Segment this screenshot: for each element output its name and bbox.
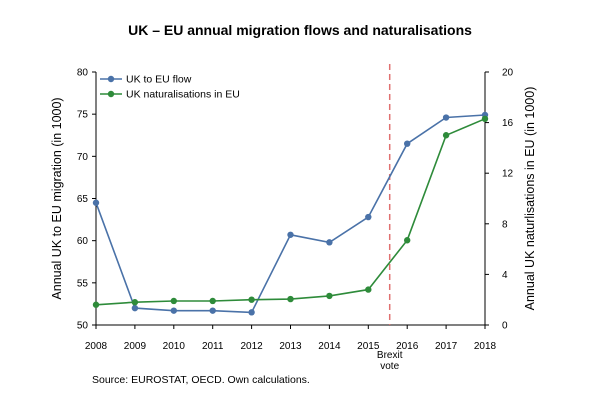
data-point-uk-to-eu-flow [92, 199, 100, 206]
data-point-uk-to-eu-flow [326, 239, 333, 246]
y-left-tick-label: 60 [77, 236, 89, 247]
data-point-uk-to-eu-flow [287, 231, 294, 238]
y-right-tick-label: 16 [502, 118, 514, 129]
data-point-uk-to-eu-flow [131, 304, 139, 312]
data-point-uk-to-eu-flow [404, 140, 411, 147]
x-tick-label: 2017 [435, 341, 458, 352]
x-tick-label: 2009 [124, 341, 147, 352]
legend-swatch-marker [107, 75, 115, 83]
x-tick-label: 2015 [357, 341, 380, 352]
y-right-tick-label: 8 [502, 219, 508, 230]
data-point-uk-naturalisations [170, 297, 177, 305]
data-point-uk-to-eu-flow [170, 307, 177, 314]
x-tick-label: 2008 [85, 341, 108, 352]
legend-entry-label: UK to EU flow [126, 74, 192, 86]
y-left-tick-label: 70 [77, 152, 89, 163]
data-point-uk-naturalisations [248, 296, 255, 303]
x-tick-label: 2018 [474, 341, 497, 352]
brexit-vote-label: Brexit [377, 350, 403, 361]
x-tick-label: 2016 [396, 341, 419, 352]
data-point-uk-to-eu-flow [209, 307, 216, 314]
x-tick-label: 2011 [202, 341, 224, 352]
y-left-tick-label: 80 [77, 68, 89, 79]
data-point-uk-naturalisations [404, 237, 411, 244]
data-point-uk-naturalisations [481, 115, 489, 123]
chart-title: UK – EU annual migration flows and natur… [128, 22, 472, 38]
y-left-tick-label: 50 [77, 321, 89, 332]
brexit-vote-label: vote [380, 361, 399, 372]
y-right-tick-label: 0 [502, 321, 508, 332]
data-point-uk-to-eu-flow [442, 114, 450, 121]
y-right-tick-label: 12 [502, 169, 514, 180]
series-line-uk-to-eu-flow [95, 114, 486, 314]
source-note: Source: EUROSTAT, OECD. Own calculations… [92, 374, 310, 386]
y-right-axis-title: Annual UK naturlisations in EU (in 1000) [523, 87, 537, 311]
x-tick-label: 2014 [318, 341, 341, 352]
data-point-uk-naturalisations [131, 299, 139, 306]
legend-swatch-marker [107, 90, 115, 98]
data-point-uk-naturalisations [287, 295, 294, 303]
data-point-uk-naturalisations [365, 286, 372, 293]
x-tick-label: 2012 [240, 341, 263, 352]
y-right-tick-label: 4 [502, 270, 508, 281]
data-point-uk-naturalisations [209, 297, 216, 305]
x-tick-label: 2010 [163, 341, 186, 352]
series-line-uk-naturalisations [95, 118, 486, 306]
y-left-tick-label: 75 [77, 110, 89, 121]
data-point-uk-naturalisations [442, 132, 450, 139]
y-right-tick-label: 20 [502, 68, 514, 79]
y-left-axis-title: Annual UK to EU migration (in 1000) [50, 97, 64, 299]
data-point-uk-to-eu-flow [248, 309, 255, 316]
legend-entry-label: UK naturalisations in EU [126, 89, 240, 101]
data-point-uk-to-eu-flow [365, 213, 372, 221]
y-left-tick-label: 55 [77, 278, 89, 289]
x-tick-label: 2013 [279, 341, 302, 352]
data-point-uk-naturalisations [92, 301, 100, 308]
data-point-uk-naturalisations [326, 292, 333, 300]
y-left-tick-label: 65 [77, 194, 89, 205]
